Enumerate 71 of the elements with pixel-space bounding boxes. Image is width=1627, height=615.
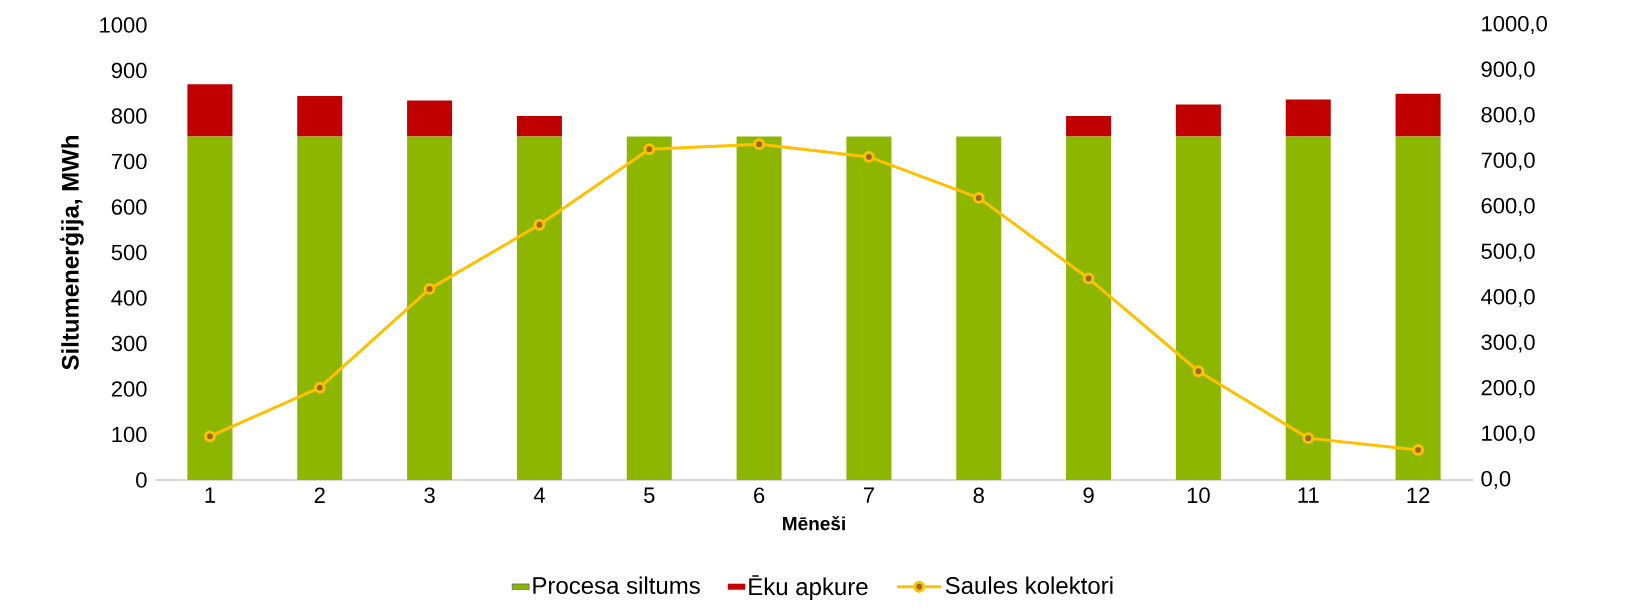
x-tick-label: 6 [754,487,765,504]
bar [1175,136,1221,480]
bar [956,136,1002,480]
point [863,151,875,163]
bar [1395,136,1441,480]
y2-tick-label: 600,0 [1481,197,1535,217]
y-tick-label: 800 [111,108,147,124]
bar [407,136,453,480]
bar [846,136,892,480]
y-tick-label: 100 [112,426,147,443]
y2-tick-label: 400,0 [1481,288,1535,308]
bar [297,95,343,137]
point [1302,432,1315,445]
y2-tick-label: 500,0 [1481,243,1535,262]
y2-tick-label: 700,0 [1481,152,1535,171]
bar [187,84,233,137]
point [753,138,765,151]
bar [516,115,562,137]
y-tick-label: 400 [111,290,147,306]
y-axis-title: Siltumenerģija, MWh [59,135,84,370]
point [1412,444,1424,456]
point [423,282,436,295]
bar [1175,104,1221,137]
y2-tick-label: 900,0 [1481,61,1535,80]
legend-label: Ēku apkure [749,575,868,600]
x-tick-label: 12 [1407,487,1430,503]
x-tick-label: 1 [205,487,215,503]
bar [1285,99,1331,137]
x-tick-label: 11 [1298,487,1319,503]
bar [187,136,233,480]
bar [1285,136,1331,480]
bar [1066,136,1112,480]
point [1082,272,1095,285]
y2-tick-label: 1000,0 [1482,15,1547,35]
point [1192,365,1205,378]
x-tick-label: 3 [424,487,435,504]
y2-tick-label: 800,0 [1481,106,1535,126]
bar [1066,115,1112,137]
bar [736,136,782,480]
x-tick-label: 5 [644,487,655,503]
point [643,143,656,156]
point [533,218,546,231]
y2-tick-label: 0,0 [1481,470,1511,490]
y-tick-label: 200 [111,381,147,397]
point [972,191,985,204]
y-tick-label: 0 [136,472,147,488]
legend-label: Procesa siltums [533,576,700,595]
bar [407,100,453,137]
y2-tick-label: 300,0 [1481,334,1535,353]
y2-tick-label: 100,0 [1482,425,1535,444]
x-tick-label: 7 [863,487,874,503]
point [313,381,326,394]
y-tick-label: 700 [111,153,147,170]
legend-label: Saules kolektori [945,576,1113,595]
x-tick-label: 9 [1083,487,1094,504]
bar [1395,93,1441,137]
y-tick-label: 1000 [100,17,147,33]
bar [516,136,562,480]
x-tick-label: 2 [314,487,325,503]
x-axis-title: Mēneši [783,515,845,531]
bar [297,136,343,480]
x-tick-label: 10 [1187,487,1210,504]
y-tick-label: 900 [111,62,147,79]
y-tick-label: 600 [111,199,147,215]
y-tick-label: 300 [111,335,147,352]
y-tick-label: 500 [111,244,147,261]
bar [626,136,672,480]
y2-tick-label: 200,0 [1481,379,1535,399]
x-tick-label: 8 [973,487,984,504]
point [204,430,216,443]
x-tick-label: 4 [533,487,545,503]
